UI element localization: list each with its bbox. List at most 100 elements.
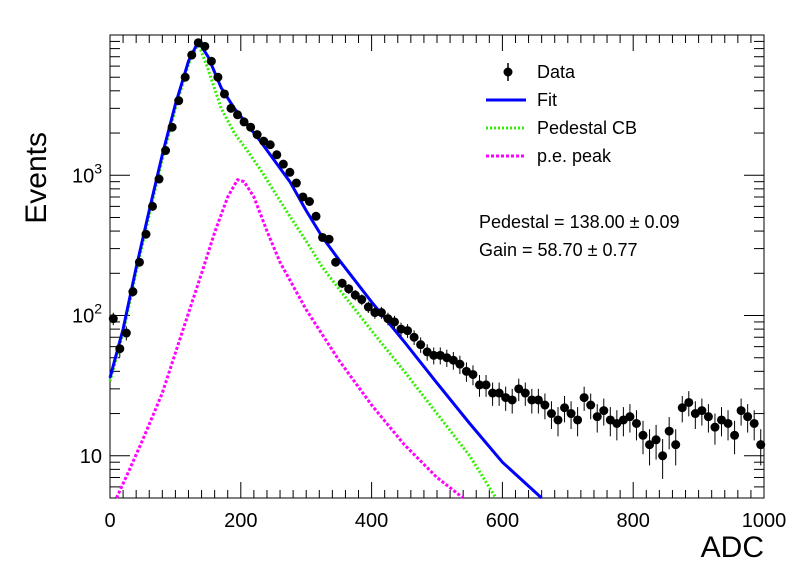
data-marker xyxy=(252,130,262,140)
x-tick-labels: 0 200 400 600 800 1000 xyxy=(104,510,786,532)
data-point xyxy=(638,420,648,455)
data-point xyxy=(605,407,615,437)
data-marker xyxy=(697,406,707,416)
data-point xyxy=(141,229,151,239)
data-marker xyxy=(167,122,177,132)
data-point xyxy=(344,284,354,294)
data-marker xyxy=(161,146,171,156)
data-point xyxy=(278,159,288,169)
data-marker xyxy=(226,103,236,113)
data-marker xyxy=(494,388,504,398)
data-marker xyxy=(664,426,674,436)
data-point xyxy=(560,395,570,423)
data-marker xyxy=(219,89,229,99)
data-point xyxy=(370,306,380,319)
data-marker xyxy=(291,178,301,188)
data-marker xyxy=(677,403,687,413)
data-marker xyxy=(389,317,399,327)
data-point xyxy=(233,110,243,120)
data-marker xyxy=(376,308,386,318)
data-marker xyxy=(344,284,354,294)
data-point xyxy=(527,388,537,414)
data-marker xyxy=(324,234,334,244)
data-marker xyxy=(599,406,609,416)
data-point xyxy=(285,167,295,177)
data-marker xyxy=(200,41,210,51)
data-point xyxy=(573,407,583,437)
data-point xyxy=(697,398,707,426)
data-point xyxy=(291,178,301,188)
data-point xyxy=(625,404,635,433)
data-marker xyxy=(703,412,713,422)
data-marker xyxy=(481,380,491,390)
legend-label-data: Data xyxy=(537,62,576,82)
data-marker xyxy=(625,412,635,422)
data-marker xyxy=(148,201,158,211)
data-marker xyxy=(350,290,360,300)
data-marker xyxy=(730,430,740,440)
data-marker xyxy=(246,122,256,132)
data-marker xyxy=(514,384,524,394)
data-marker xyxy=(331,257,341,267)
data-marker xyxy=(357,295,367,305)
data-marker xyxy=(749,418,759,428)
data-point xyxy=(684,391,694,417)
legend-item-data: Data xyxy=(503,62,576,82)
data-marker xyxy=(285,167,295,177)
data-point xyxy=(180,72,190,82)
legend-item-pe-peak: p.e. peak xyxy=(486,146,612,166)
y-tick-label: 10 xyxy=(80,446,102,468)
data-point xyxy=(749,410,759,441)
data-point xyxy=(161,146,171,156)
data-point xyxy=(645,429,655,466)
y-tick-label: 102 xyxy=(72,301,102,328)
data-point xyxy=(304,196,314,206)
x-tick-label: 800 xyxy=(617,510,650,532)
data-marker xyxy=(455,359,465,369)
y-tick-labels: 10 102 103 xyxy=(72,160,102,468)
data-marker xyxy=(363,302,373,312)
data-point xyxy=(154,174,164,184)
data-point xyxy=(416,337,426,353)
data-point xyxy=(658,439,668,479)
data-point xyxy=(429,347,439,365)
data-points xyxy=(108,38,766,479)
data-point xyxy=(599,398,609,426)
data-marker xyxy=(213,72,223,82)
pedestal-annotation: Pedestal = 138.00 ± 0.09 xyxy=(479,212,680,232)
data-marker xyxy=(736,406,746,416)
data-marker xyxy=(756,440,766,450)
data-point xyxy=(357,294,367,306)
y-tick-label: 103 xyxy=(72,160,102,187)
data-marker xyxy=(723,418,733,428)
data-point xyxy=(533,388,543,414)
data-point xyxy=(389,315,399,329)
data-marker xyxy=(507,395,517,405)
data-marker xyxy=(429,350,439,360)
data-marker xyxy=(540,400,550,410)
data-point xyxy=(592,404,602,433)
data-marker xyxy=(108,314,118,324)
data-point xyxy=(167,122,177,132)
data-marker xyxy=(586,400,596,410)
data-marker xyxy=(174,96,184,106)
legend-label-fit: Fit xyxy=(537,90,557,110)
data-point xyxy=(566,401,576,429)
data-marker xyxy=(416,340,426,350)
x-tick-label: 1000 xyxy=(742,510,787,532)
data-point xyxy=(677,395,687,423)
data-point xyxy=(723,410,733,441)
data-marker xyxy=(560,403,570,413)
data-marker xyxy=(475,380,485,390)
data-point xyxy=(265,140,275,150)
data-marker xyxy=(272,150,282,160)
data-point xyxy=(743,404,753,433)
legend-label-pe-peak: p.e. peak xyxy=(537,146,612,166)
data-marker xyxy=(239,117,249,127)
data-marker xyxy=(403,326,413,336)
data-point xyxy=(703,404,713,433)
data-point xyxy=(200,41,210,51)
data-marker xyxy=(573,415,583,425)
data-point xyxy=(631,410,641,441)
